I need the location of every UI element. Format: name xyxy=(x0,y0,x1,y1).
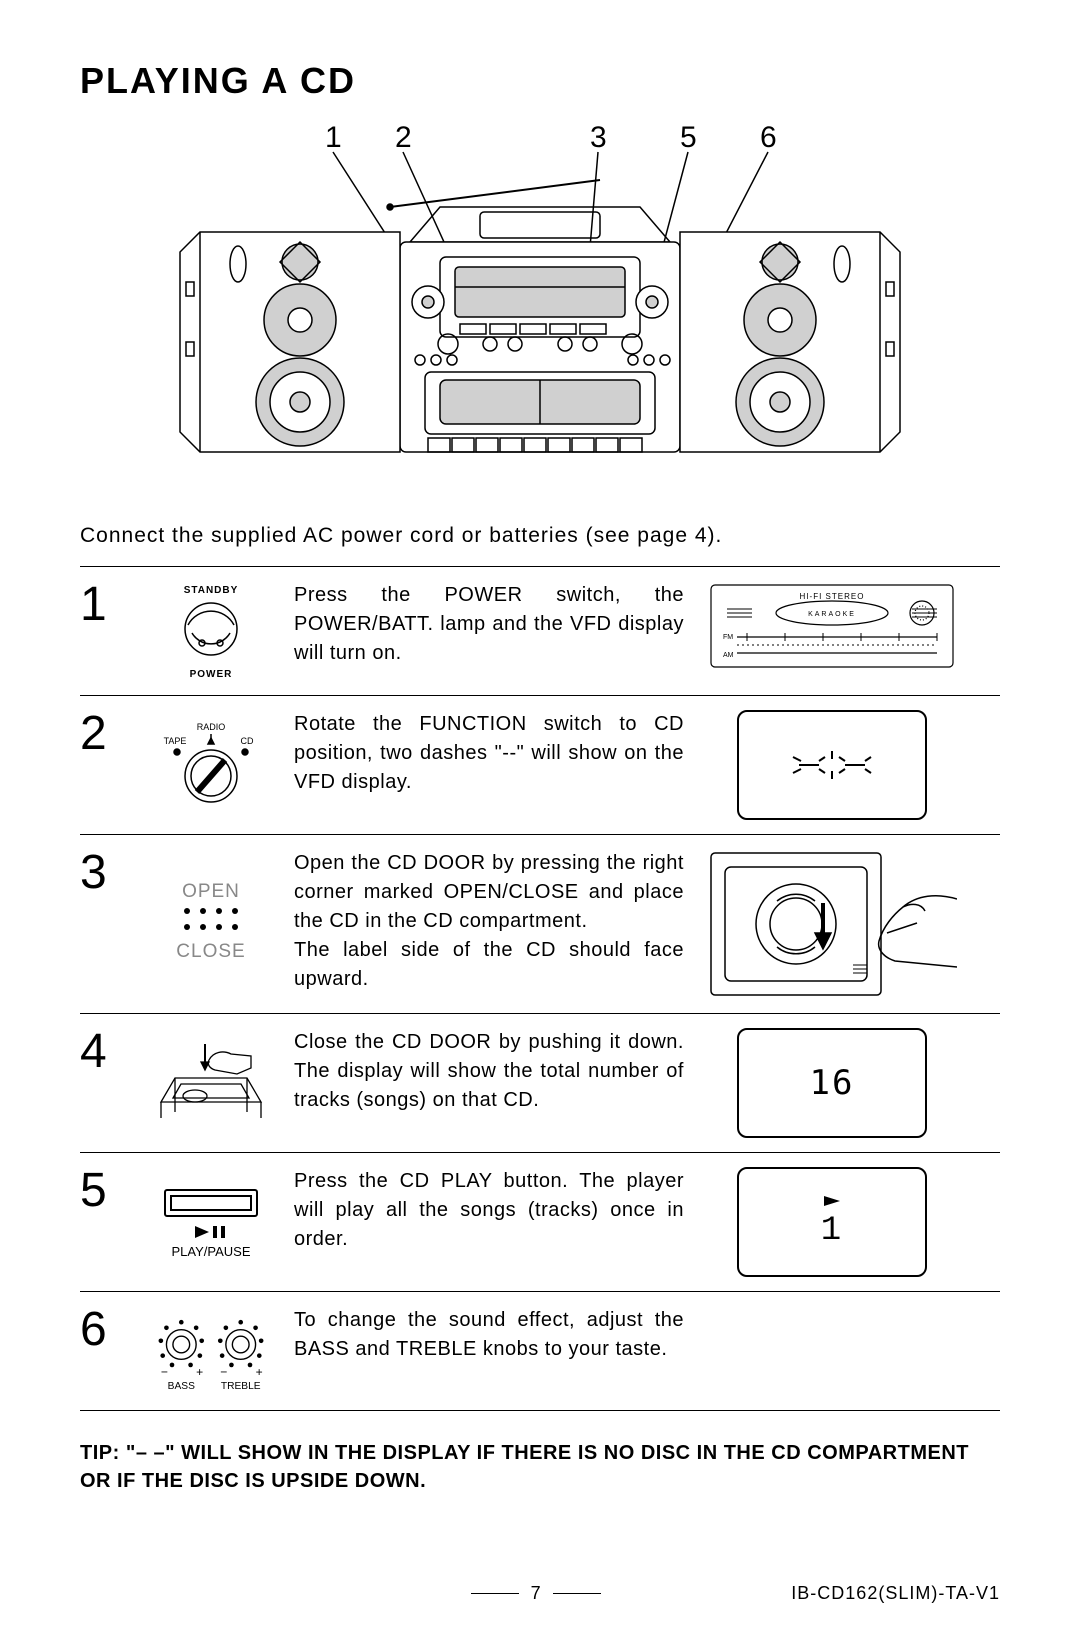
step-row: 3 OPEN CLOSE Open the CD DOOR by pressin… xyxy=(80,834,1000,1013)
step-text: To change the sound effect, adjust the B… xyxy=(294,1306,684,1364)
svg-text:KARAOKE: KARAOKE xyxy=(808,611,856,618)
svg-text:5: 5 xyxy=(680,121,697,154)
boombox-diagram: 1 2 3 5 6 xyxy=(140,112,940,512)
svg-text:CD: CD xyxy=(241,736,254,746)
standby-label: STANDBY xyxy=(184,585,239,596)
step-text: Rotate the FUNCTION switch to CD positio… xyxy=(294,710,684,797)
intro-text: Connect the supplied AC power cord or ba… xyxy=(80,524,1000,548)
track-count-value: 16 xyxy=(810,1063,855,1103)
page-footer: 7 IB-CD162(SLIM)-TA-V1 xyxy=(80,1583,1000,1604)
svg-text:FM: FM xyxy=(723,634,733,641)
page-title: PLAYING A CD xyxy=(80,60,1000,102)
svg-text:AM: AM xyxy=(723,652,734,659)
play-pause-icon: PLAY/PAUSE xyxy=(146,1167,276,1277)
svg-text:TREBLE: TREBLE xyxy=(221,1381,261,1392)
svg-text:1: 1 xyxy=(325,121,342,154)
svg-text:3: 3 xyxy=(590,121,607,154)
step-text: Press the CD PLAY button. The player wil… xyxy=(294,1167,684,1254)
bass-treble-icon: − + BASS − + TREBLE xyxy=(146,1306,276,1396)
open-close-icon: OPEN CLOSE xyxy=(146,849,276,999)
step-number: 3 xyxy=(80,849,128,897)
svg-text:RADIO: RADIO xyxy=(197,722,226,732)
model-number: IB-CD162(SLIM)-TA-V1 xyxy=(791,1583,1000,1604)
step-number: 1 xyxy=(80,581,128,629)
svg-text:6: 6 xyxy=(760,121,777,154)
step-number: 5 xyxy=(80,1167,128,1215)
svg-text:HI-FI STEREO: HI-FI STEREO xyxy=(800,592,865,601)
svg-text:2: 2 xyxy=(395,121,412,154)
svg-text:CLOSE: CLOSE xyxy=(176,941,245,962)
function-switch-icon: RADIO TAPE CD xyxy=(146,710,276,820)
tracks-display-icon: 16 xyxy=(702,1028,962,1138)
step-row: 6 − + BASS xyxy=(80,1291,1000,1411)
tuner-display-icon: HI-FI STEREO KARAOKE FM xyxy=(702,581,962,671)
svg-text:OPEN: OPEN xyxy=(182,881,240,902)
play-display-icon: 1 xyxy=(702,1167,962,1277)
svg-text:TAPE: TAPE xyxy=(164,736,187,746)
page-number: 7 xyxy=(280,1583,791,1604)
svg-text:PLAY/PAUSE: PLAY/PAUSE xyxy=(172,1244,251,1259)
tip-text: TIP: "– –" WILL SHOW IN THE DISPLAY IF T… xyxy=(80,1439,1000,1495)
step-row: 5 PLAY/PAUSE Press the CD PLAY button. T… xyxy=(80,1152,1000,1291)
steps-table: 1 STANDBY POWER Press the POWER switch, … xyxy=(80,566,1000,1411)
dashes-display-icon xyxy=(702,710,962,820)
current-track-value: 1 xyxy=(821,1212,843,1250)
power-label: POWER xyxy=(190,669,233,680)
step-row: 1 STANDBY POWER Press the POWER switch, … xyxy=(80,566,1000,695)
svg-text:−: − xyxy=(161,1365,168,1379)
step-number: 4 xyxy=(80,1028,128,1076)
svg-text:+: + xyxy=(196,1365,203,1379)
page-number-value: 7 xyxy=(531,1583,541,1604)
step-number: 6 xyxy=(80,1306,128,1354)
step-text: Close the CD DOOR by pushing it down. Th… xyxy=(294,1028,684,1115)
svg-text:−: − xyxy=(220,1365,227,1379)
step-text: Open the CD DOOR by pressing the right c… xyxy=(294,849,684,994)
power-button-icon: STANDBY POWER xyxy=(146,581,276,681)
close-door-icon xyxy=(146,1028,276,1138)
step-text: Press the POWER switch, the POWER/BATT. … xyxy=(294,581,684,668)
svg-text:+: + xyxy=(256,1365,263,1379)
cd-door-hand-icon xyxy=(702,849,962,999)
svg-text:BASS: BASS xyxy=(168,1381,195,1392)
step-row: 2 RADIO TAPE CD Rotate the FUNCTION swit… xyxy=(80,695,1000,834)
step-number: 2 xyxy=(80,710,128,758)
step-row: 4 Close the CD DOOR by pushing it down. … xyxy=(80,1013,1000,1152)
